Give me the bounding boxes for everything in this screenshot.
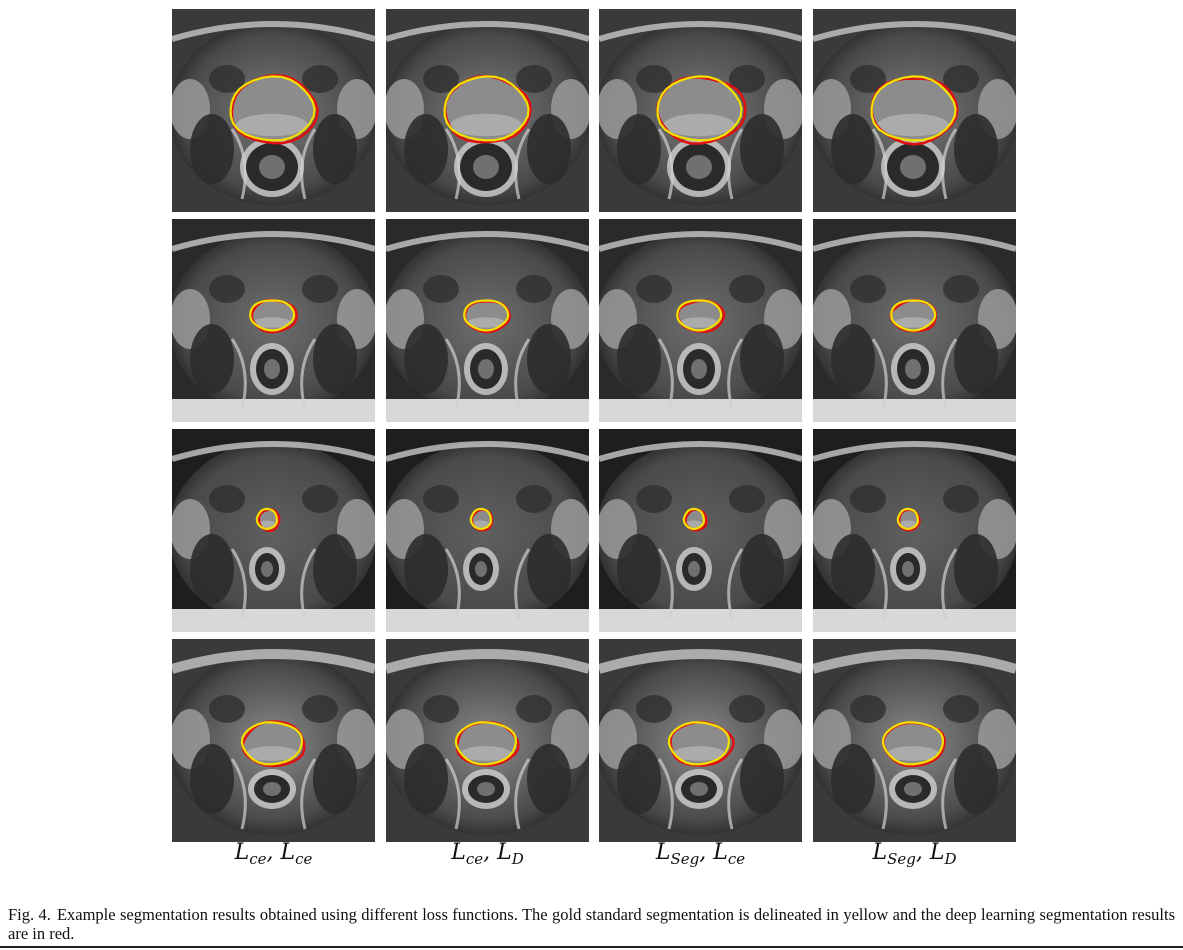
gold-standard-contour <box>443 75 530 142</box>
mri-image-r2-c4 <box>813 219 1016 422</box>
gold-standard-contour <box>667 721 730 766</box>
gold-standard-contour <box>890 299 937 332</box>
mri-image-r3-c2 <box>386 429 589 632</box>
gold-standard-contour <box>454 721 517 766</box>
mri-image-r4-c4 <box>813 639 1016 842</box>
mri-panel-r4-c1 <box>172 639 375 842</box>
mri-image-r4-c3 <box>599 639 802 842</box>
gold-standard-contour <box>676 299 723 332</box>
mri-panel-r4-c4 <box>813 639 1016 842</box>
page-rule <box>0 946 1183 948</box>
column-label-4: LSeg, LD <box>872 840 957 868</box>
gold-standard-contour <box>896 507 919 530</box>
gold-standard-contour <box>240 721 303 766</box>
gold-standard-contour <box>682 507 705 530</box>
gold-standard-contour <box>656 75 743 142</box>
mri-image-r2-c1 <box>172 219 375 422</box>
prediction-contour <box>230 73 319 145</box>
mri-image-r2-c2 <box>386 219 589 422</box>
mri-panel-r1-c2 <box>386 9 589 212</box>
figure-caption: Fig. 4. Example segmentation results obta… <box>8 905 1175 943</box>
mri-image-r1-c1 <box>172 9 375 212</box>
mri-image-r1-c3 <box>599 9 802 212</box>
gold-standard-contour <box>229 75 316 142</box>
mri-image-r1-c4 <box>813 9 1016 212</box>
figure-number: Fig. 4. <box>8 905 51 924</box>
mri-panel-r4-c2 <box>386 639 589 842</box>
mri-panel-r1-c4 <box>813 9 1016 212</box>
mri-image-r3-c1 <box>172 429 375 632</box>
column-label-2: Lce, LD <box>451 840 524 868</box>
gold-standard-contour <box>463 299 510 332</box>
mri-panel-r2-c4 <box>813 219 1016 422</box>
column-label-1: Lce, Lce <box>234 840 313 868</box>
mri-panel-r4-c3 <box>599 639 802 842</box>
mri-image-r3-c3 <box>599 429 802 632</box>
gold-standard-contour <box>469 507 492 530</box>
mri-image-r4-c2 <box>386 639 589 842</box>
mri-panel-r2-c3 <box>599 219 802 422</box>
mri-panel-r3-c3 <box>599 429 802 632</box>
mri-image-r2-c3 <box>599 219 802 422</box>
mri-panel-r1-c1 <box>172 9 375 212</box>
mri-panel-r3-c1 <box>172 429 375 632</box>
mri-image-r1-c2 <box>386 9 589 212</box>
gold-standard-contour <box>255 507 278 530</box>
caption-text: Example segmentation results obtained us… <box>8 905 1175 943</box>
mri-panel-r2-c2 <box>386 219 589 422</box>
mri-image-r4-c1 <box>172 639 375 842</box>
gold-standard-contour <box>249 299 296 332</box>
column-label-3: LSeg, Lce <box>655 840 746 868</box>
mri-panel-r1-c3 <box>599 9 802 212</box>
gold-standard-contour <box>881 721 944 766</box>
gold-standard-contour <box>870 75 957 142</box>
mri-panel-r2-c1 <box>172 219 375 422</box>
mri-image-r3-c4 <box>813 429 1016 632</box>
mri-panel-r3-c4 <box>813 429 1016 632</box>
mri-panel-r3-c2 <box>386 429 589 632</box>
